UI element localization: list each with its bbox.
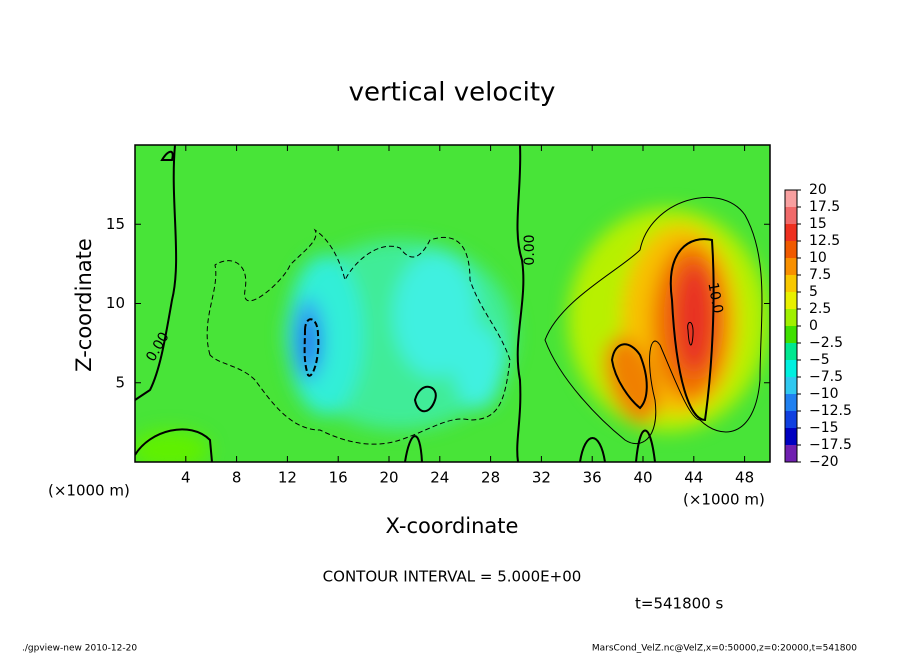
x-unit: (×1000 m): [683, 491, 765, 509]
colorbar-band: [785, 411, 797, 428]
colorbar-label: −5: [809, 352, 830, 368]
colorbar-band: [785, 190, 797, 207]
contour-label: 10.0: [704, 281, 725, 314]
y-tick-label: 15: [106, 215, 125, 233]
colorbar-label: 7.5: [809, 267, 831, 283]
x-tick-label: 44: [684, 469, 703, 487]
colorbar-band: [785, 275, 797, 292]
contour-label: 0.00: [522, 234, 538, 265]
colorbar-band: [785, 292, 797, 309]
colorbar-band: [785, 343, 797, 360]
x-tick-label: 8: [232, 469, 242, 487]
x-tick-label: 32: [532, 469, 551, 487]
time-label: t=541800 s: [635, 595, 723, 613]
colorbar-band: [785, 428, 797, 445]
x-tick-label: 4: [181, 469, 191, 487]
y-axis-label: Z-coordinate: [72, 238, 96, 372]
footer-right: MarsCond_VelZ.nc@VelZ,x=0:50000,z=0:2000…: [592, 644, 857, 654]
colorbar-band: [785, 326, 797, 343]
colorbar-label: 20: [809, 182, 827, 198]
x-tick-label: 28: [481, 469, 500, 487]
colorbar-band: [785, 309, 797, 326]
y-tick-label: 5: [115, 373, 125, 391]
contour-field: [135, 145, 770, 462]
x-tick-label: 48: [735, 469, 754, 487]
chart-title: vertical velocity: [349, 78, 556, 108]
colorbar-label: 2.5: [809, 301, 831, 317]
colorbar-band: [785, 207, 797, 224]
colorbar-band: [785, 360, 797, 377]
colorbar-band: [785, 258, 797, 275]
x-axis-label: X-coordinate: [386, 514, 519, 538]
colorbar-band: [785, 224, 797, 241]
colorbar-label: −17.5: [809, 437, 852, 453]
colorbar-label: 0: [809, 318, 818, 334]
colorbar-label: −2.5: [809, 335, 843, 351]
y-tick-label: 10: [106, 294, 125, 312]
colorbar-band: [785, 241, 797, 258]
colorbar-label: −20: [809, 454, 839, 470]
contour-interval: CONTOUR INTERVAL = 5.000E+00: [323, 568, 582, 586]
colorbar-label: 12.5: [809, 233, 840, 249]
colorbar-label: 15: [809, 216, 827, 232]
x-unit: (×1000 m): [48, 482, 130, 500]
footer-left: ./gpview-new 2010-12-20: [22, 644, 137, 654]
colorbar-label: −7.5: [809, 369, 843, 385]
colorbar-label: 5: [809, 284, 818, 300]
colorbar-label: −10: [809, 386, 839, 402]
colorbar-band: [785, 394, 797, 411]
colorbar-label: 10: [809, 250, 827, 266]
x-tick-label: 36: [583, 469, 602, 487]
colorbar-band: [785, 445, 797, 462]
colorbar-label: 17.5: [809, 199, 840, 215]
x-tick-label: 12: [278, 469, 297, 487]
colorbar-label: −15: [809, 420, 839, 436]
x-tick-label: 16: [329, 469, 348, 487]
x-tick-label: 20: [379, 469, 398, 487]
x-tick-label: 40: [633, 469, 652, 487]
colorbar-label: −12.5: [809, 403, 852, 419]
x-tick-label: 24: [430, 469, 449, 487]
colorbar-band: [785, 377, 797, 394]
